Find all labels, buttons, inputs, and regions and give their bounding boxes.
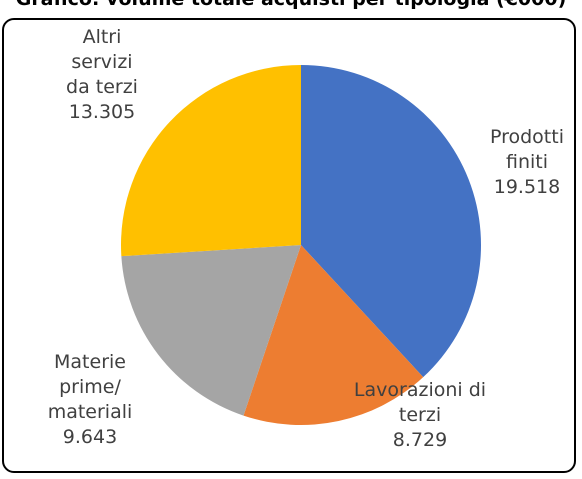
category-label: Materie prime/ materiali [47, 351, 133, 423]
value-label: 13.305 [68, 101, 136, 123]
value-label: 9.643 [62, 426, 118, 448]
pie-slice [243, 245, 424, 425]
category-label: Lavorazioni di terzi [353, 379, 487, 426]
pie-slice [301, 65, 482, 378]
slice-label: Altri servizi da terzi 13.305 [60, 25, 145, 125]
category-label: Prodotti finiti [489, 126, 564, 173]
chart-title: Grafico: volume totale acquisti per tipo… [0, 0, 582, 10]
pie-slice [121, 245, 302, 416]
slice-label: Materie prime/ materiali 9.643 [35, 350, 145, 450]
value-label: 19.518 [493, 176, 561, 198]
value-label: 8.729 [392, 429, 448, 451]
category-label: Altri servizi da terzi [66, 26, 138, 98]
pie-slice [121, 65, 301, 257]
chart-frame [2, 18, 576, 473]
slice-label: Lavorazioni di terzi 8.729 [335, 378, 505, 453]
slice-label: Prodotti finiti 19.518 [480, 125, 575, 200]
